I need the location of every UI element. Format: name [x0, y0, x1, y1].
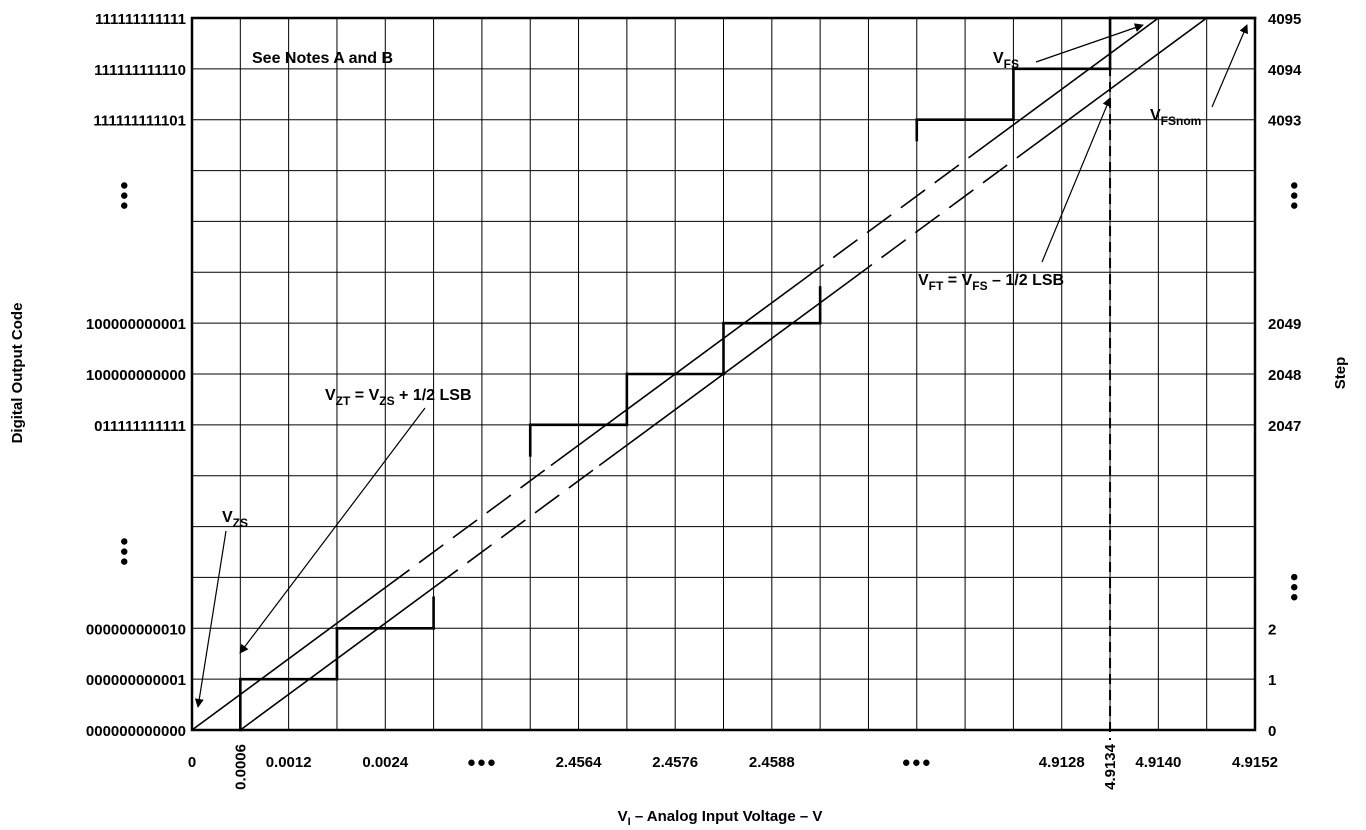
ellipsis-marker: ●●● — [116, 537, 133, 567]
ideal-line-lower — [1033, 17, 1208, 146]
ellipsis-marker: ●●● — [1286, 181, 1303, 211]
x-tick-label: 4.9134 — [1102, 743, 1119, 790]
y-tick-step-label: 2049 — [1268, 316, 1301, 333]
y-tick-code-label: 100000000001 — [86, 316, 186, 333]
y-tick-step-label: 2 — [1268, 621, 1276, 638]
ideal-line-lower — [433, 464, 600, 589]
ellipsis-markers: ●●● ●●● ●●● ●●● ●●● ●●● — [116, 181, 1303, 771]
grid — [190, 16, 1257, 732]
y-tick-code-label: 000000000001 — [86, 672, 186, 689]
y-tick-step-label: 2048 — [1268, 367, 1301, 384]
y-tick-code-label: 011111111111 — [94, 418, 186, 435]
y-tick-code-label: 111111111111 — [95, 11, 186, 28]
y-tick-step-label: 4093 — [1268, 113, 1301, 130]
vfsnom-label: VFSnom — [1150, 107, 1201, 128]
ellipsis-marker: ●●● — [902, 754, 932, 771]
y-tick-step-label: 4095 — [1268, 11, 1301, 28]
x-tick-label: 2.4588 — [749, 754, 795, 771]
ellipsis-marker: ●●● — [1286, 573, 1303, 603]
annotations: See Notes A and B VZS VZT = VZS + 1/2 LS… — [194, 23, 1248, 708]
ellipsis-marker: ●●● — [467, 754, 497, 771]
traces — [191, 16, 1257, 740]
y-tick-code-label: 111111111110 — [94, 62, 186, 79]
x-tick-label: 0.0024 — [362, 754, 409, 771]
x-tick-label: 4.9140 — [1135, 754, 1181, 771]
ideal-line-upper — [191, 586, 386, 731]
y-tick-step-label: 2047 — [1268, 418, 1301, 435]
ideal-line-upper — [384, 464, 552, 589]
y-axis-left-label: Digital Output Code — [9, 303, 26, 444]
x-tick-label: 4.9152 — [1232, 754, 1278, 771]
ideal-line-upper — [798, 144, 987, 284]
x-tick-label: 0.0012 — [266, 754, 312, 771]
vzs-arrow — [194, 530, 227, 708]
y-tick-code-label: 000000000010 — [86, 621, 186, 638]
x-tick-label: 0 — [188, 754, 196, 771]
x-tick-label: 2.4576 — [652, 754, 698, 771]
y-axis-right-label: Step — [1332, 357, 1349, 390]
axis-labels: Digital Output Code Step VI – Analog Inp… — [9, 303, 1349, 828]
y-tick-step-label: 1 — [1268, 672, 1276, 689]
y-tick-step-label: 0 — [1268, 723, 1276, 740]
y-tick-code-label: 111111111101 — [93, 113, 186, 130]
x-tick-label: 0.0006 — [232, 744, 249, 790]
x-tick-label: 2.4564 — [556, 754, 603, 771]
y-tick-code-label: 100000000000 — [86, 367, 186, 384]
vfsnom-arrow — [1211, 24, 1248, 108]
notes-annotation: See Notes A and B — [252, 50, 393, 67]
x-axis-label: VI – Analog Input Voltage – V — [618, 808, 823, 828]
vzt-arrow — [239, 407, 426, 654]
plot-frame — [190, 16, 1257, 732]
ellipsis-marker: ●●● — [116, 181, 133, 211]
vfs-label: VFS — [993, 50, 1019, 71]
vfs-arrow — [1035, 23, 1144, 63]
y-tick-code-label: 000000000000 — [86, 723, 186, 740]
vzt-label: VZT = VZS + 1/2 LSB — [325, 387, 472, 408]
vft-label: VFT = VFS – 1/2 LSB — [918, 272, 1064, 293]
ideal-line-lower — [847, 144, 1035, 284]
ideal-line-upper — [985, 17, 1159, 146]
y-tick-step-label: 4094 — [1268, 62, 1302, 79]
vzs-label: VZS — [222, 509, 248, 530]
vft-arrow — [1041, 97, 1112, 263]
x-tick-label: 4.9128 — [1039, 754, 1085, 771]
